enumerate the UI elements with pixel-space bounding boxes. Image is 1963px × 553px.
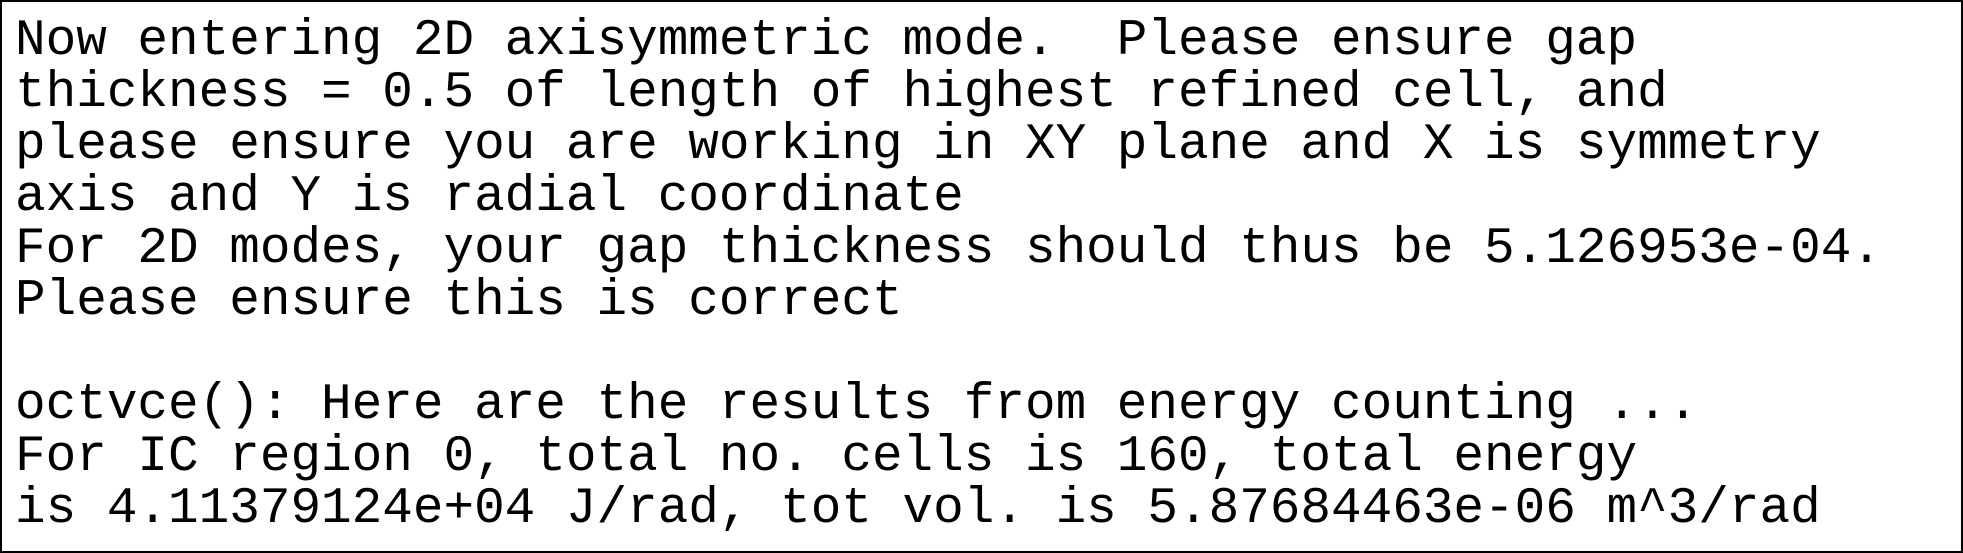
console-line: octvce(): Here are the results from ener… [15,377,1699,434]
console-line: axis and Y is radial coordinate [15,169,964,226]
console-line: Now entering 2D axisymmetric mode. Pleas… [15,13,1638,70]
console-line: is 4.11379124e+04 J/rad, tot vol. is 5.8… [15,481,1821,538]
console-line: For 2D modes, your gap thickness should … [15,221,1882,278]
text-block: octvce(): Here are the results from ener… [15,380,1961,536]
text-block: Now entering 2D axisymmetric mode. Pleas… [15,16,1961,328]
console-line: thickness = 0.5 of length of highest ref… [15,65,1668,122]
console-line: please ensure you are working in XY plan… [15,117,1821,174]
console-line: For IC region 0, total no. cells is 160,… [15,429,1638,486]
console-line: Please ensure this is correct [15,273,903,330]
